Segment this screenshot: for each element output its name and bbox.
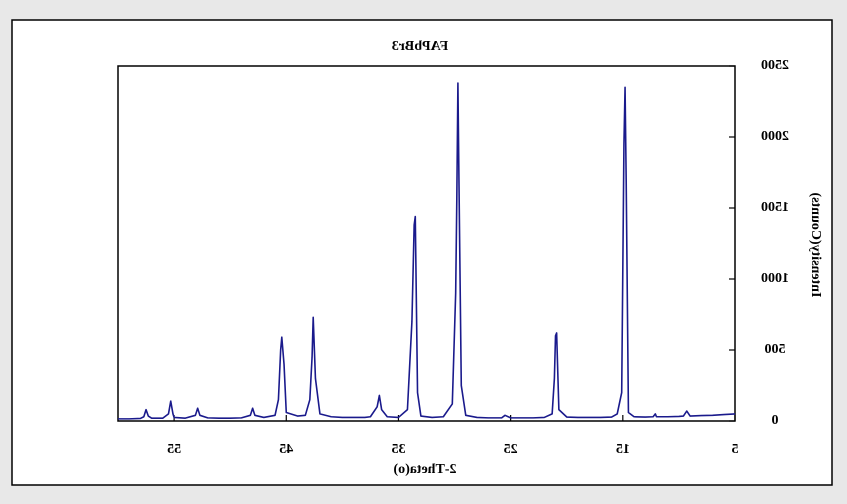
x-tick-label: 45 — [279, 442, 293, 457]
data-line — [118, 82, 736, 420]
y-tick-label: 2500 — [761, 58, 789, 73]
y-axis-label: Intensity(Counts) — [808, 192, 823, 297]
y-tick-label: 1500 — [761, 200, 789, 215]
x-axis-label: 2-Theta(o) — [393, 462, 456, 477]
plot-frame — [117, 65, 736, 422]
x-tick-label: 25 — [504, 442, 518, 457]
y-tick-label: 0 — [772, 413, 779, 428]
y-tick-label: 500 — [765, 342, 786, 357]
panel — [11, 19, 833, 486]
x-tick-label: 15 — [616, 442, 630, 457]
y-tick-label: 1000 — [761, 271, 789, 286]
x-tick-label: 55 — [167, 442, 181, 457]
x-tick-label: 5 — [732, 442, 739, 457]
chart-title: FAPbBr3 — [392, 39, 449, 54]
y-tick-label: 2000 — [761, 129, 789, 144]
x-tick-label: 35 — [391, 442, 405, 457]
